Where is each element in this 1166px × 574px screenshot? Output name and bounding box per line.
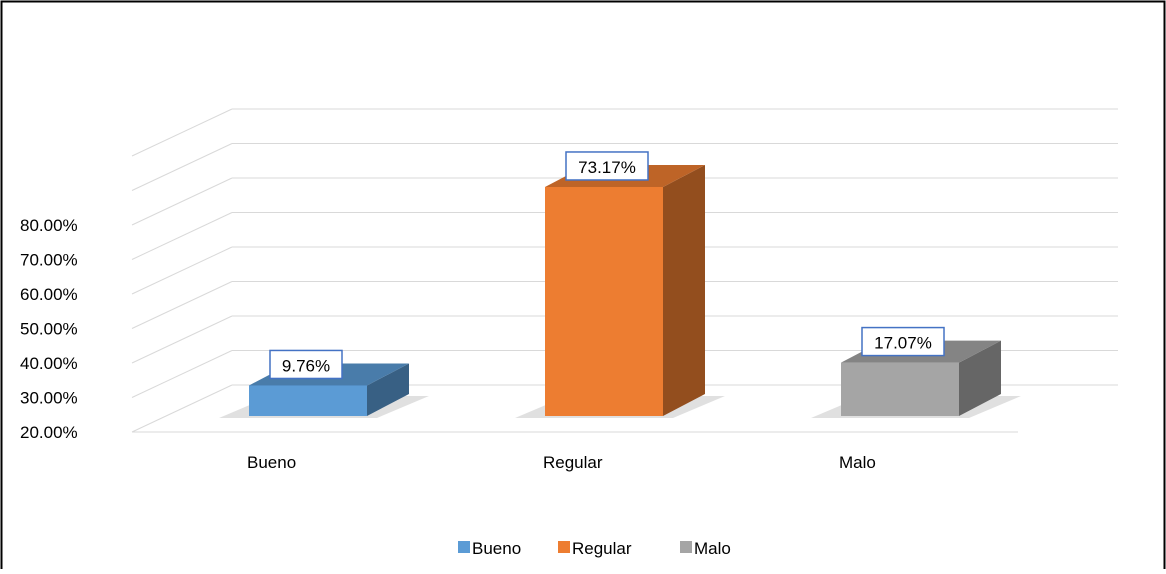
data-label-box [861,326,945,357]
legend-swatch [558,541,570,553]
y-tick-label: 50.00% [20,320,78,339]
bar-side-bueno [367,363,409,416]
y-tick-label: 30.00% [20,389,78,408]
y-tick-label: 40.00% [20,354,78,373]
bar-side-regular [663,164,705,416]
gridline-side [131,177,233,226]
legend-entry: Malo [694,539,731,558]
data-label: 9.76% [282,356,330,375]
legend-swatch [680,541,692,553]
gridline-side [131,384,233,433]
gridline-side [131,315,233,364]
gridline-side [131,281,233,329]
bar-malo [841,362,959,416]
gridline-side [131,350,233,398]
data-label-box [269,349,343,380]
x-tick-label: Regular [543,453,603,472]
x-tick-label: Malo [839,453,876,472]
x-tick-label: Bueno [247,453,296,472]
legend-entry: Bueno [472,539,521,558]
y-tick-label: 80.00% [20,216,78,235]
y-tick-label: 70.00% [20,251,78,270]
data-label-box [565,151,649,181]
bar-regular [545,186,663,416]
gridline-side [131,143,233,191]
legend-swatch [458,541,470,553]
data-label: 73.17% [578,158,636,177]
y-tick-label: 20.00% [20,423,78,442]
bar-side-malo [959,340,1001,416]
gridline-side [131,246,233,295]
y-tick-label: 60.00% [20,285,78,304]
gridline-side [131,212,233,260]
gridline-side [131,108,233,157]
bar-bueno [249,385,367,416]
data-label: 17.07% [874,334,932,353]
legend-entry: Regular [572,539,632,558]
